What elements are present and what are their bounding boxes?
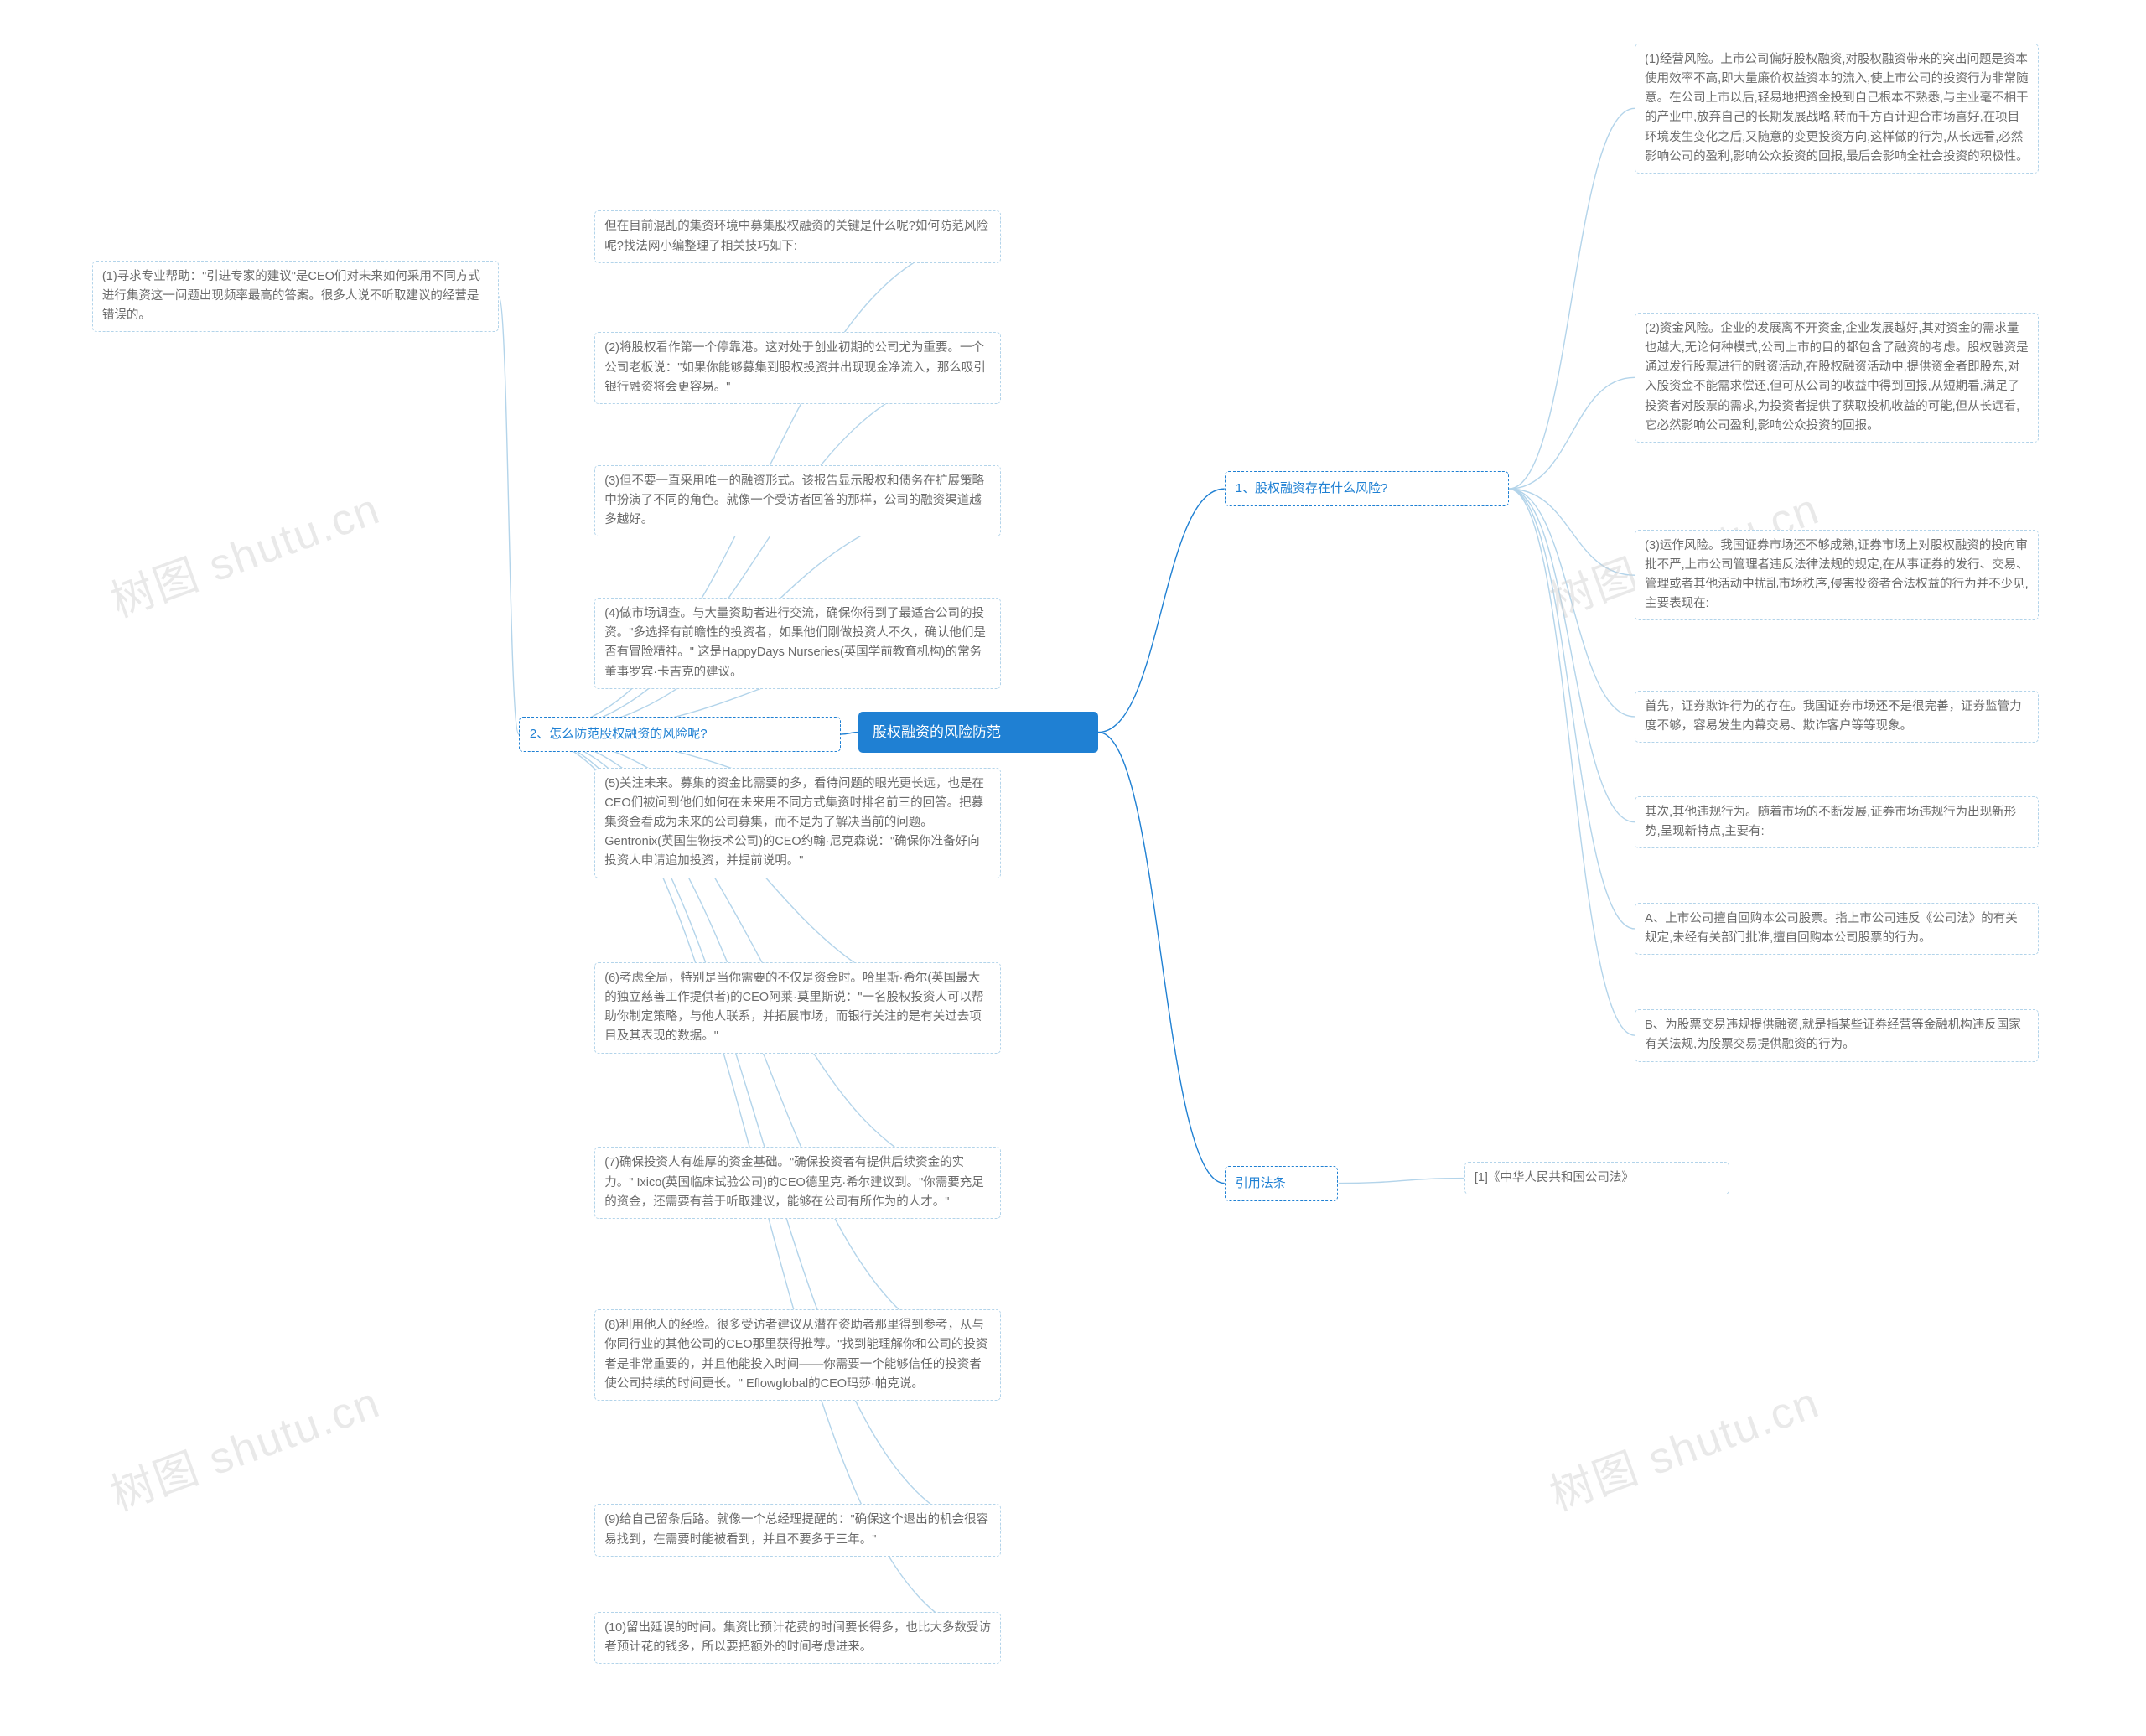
b1l7: B、为股票交易违规提供融资,就是指某些证券经营等金融机构违反国家有关法规,为股票… xyxy=(1635,1009,2039,1061)
b1l5-text: 其次,其他违规行为。随着市场的不断发展,证券市场违规行为出现新形势,呈现新特点,… xyxy=(1645,806,2016,838)
b2l5: (5)关注未来。募集的资金比需要的多，看待问题的眼光更长远，也是在CEO们被问到… xyxy=(594,768,1001,878)
b2l5-text: (5)关注未来。募集的资金比需要的多，看待问题的眼光更长远，也是在CEO们被问到… xyxy=(604,777,984,868)
b2l4: (4)做市场调查。与大量资助者进行交流，确保你得到了最适合公司的投资。"多选择有… xyxy=(594,598,1001,689)
b3: 引用法条 xyxy=(1225,1166,1339,1201)
b1: 1、股权融资存在什么风险? xyxy=(1225,471,1509,506)
b2l1-text: (1)寻求专业帮助："引进专家的建议"是CEO们对未来如何采用不同方式进行集资这… xyxy=(102,270,480,322)
b1l1: (1)经营风险。上市公司偏好股权融资,对股权融资带来的突出问题是资本使用效率不高… xyxy=(1635,44,2039,174)
b2l2: (2)将股权看作第一个停靠港。这对处于创业初期的公司尤为重要。一个公司老板说："… xyxy=(594,332,1001,404)
b2l3: (3)但不要一直采用唯一的融资形式。该报告显示股权和债务在扩展策略中扮演了不同的… xyxy=(594,465,1001,537)
root: 股权融资的风险防范 xyxy=(858,712,1098,753)
b1-text: 1、股权融资存在什么风险? xyxy=(1236,481,1388,495)
b2: 2、怎么防范股权融资的风险呢? xyxy=(519,717,841,752)
watermark: 树图 shutu.cn xyxy=(1540,1366,1827,1522)
b2l7: (7)确保投资人有雄厚的资金基础。"确保投资者有提供后续资金的实力。" Ixic… xyxy=(594,1147,1001,1219)
b2l3-text: (3)但不要一直采用唯一的融资形式。该报告显示股权和债务在扩展策略中扮演了不同的… xyxy=(604,474,984,526)
b1l4-text: 首先，证券欺诈行为的存在。我国证券市场还不是很完善，证券监管力度不够，容易发生内… xyxy=(1645,700,2022,733)
b1l2: (2)资金风险。企业的发展离不开资金,企业发展越好,其对资金的需求量也越大,无论… xyxy=(1635,313,2039,443)
b1l3-text: (3)运作风险。我国证券市场还不够成熟,证券市场上对股权融资的投向审批不严,上市… xyxy=(1645,539,2029,611)
b3-text: 引用法条 xyxy=(1236,1176,1286,1190)
b2l10: (10)留出延误的时间。集资比预计花费的时间要长得多，也比大多数受访者预计花的钱… xyxy=(594,1612,1001,1664)
b2l1: (1)寻求专业帮助："引进专家的建议"是CEO们对未来如何采用不同方式进行集资这… xyxy=(92,261,499,333)
b2l4-text: (4)做市场调查。与大量资助者进行交流，确保你得到了最适合公司的投资。"多选择有… xyxy=(604,607,986,679)
b2l6: (6)考虑全局，特别是当你需要的不仅是资金时。哈里斯·希尔(英国最大的独立慈善工… xyxy=(594,962,1001,1054)
b2l0: 但在目前混乱的集资环境中募集股权融资的关键是什么呢?如何防范风险呢?找法网小编整… xyxy=(594,210,1001,262)
b2l9-text: (9)给自己留条后路。就像一个总经理提醒的："确保这个退出的机会很容易找到，在需… xyxy=(604,1513,988,1546)
root-text: 股权融资的风险防范 xyxy=(873,724,1001,740)
b2l0-text: 但在目前混乱的集资环境中募集股权融资的关键是什么呢?如何防范风险呢?找法网小编整… xyxy=(604,220,988,252)
watermark: 树图 shutu.cn xyxy=(101,474,387,630)
b2-text: 2、怎么防范股权融资的风险呢? xyxy=(530,727,708,741)
b1l7-text: B、为股票交易违规提供融资,就是指某些证券经营等金融机构违反国家有关法规,为股票… xyxy=(1645,1018,2021,1051)
b2l10-text: (10)留出延误的时间。集资比预计花费的时间要长得多，也比大多数受访者预计花的钱… xyxy=(604,1621,991,1654)
b2l7-text: (7)确保投资人有雄厚的资金基础。"确保投资者有提供后续资金的实力。" Ixic… xyxy=(604,1156,984,1208)
watermark: 树图 shutu.cn xyxy=(101,1366,387,1522)
b1l2-text: (2)资金风险。企业的发展离不开资金,企业发展越好,其对资金的需求量也越大,无论… xyxy=(1645,322,2029,433)
b2l8-text: (8)利用他人的经验。很多受访者建议从潜在资助者那里得到参考，从与你同行业的其他… xyxy=(604,1319,987,1391)
b2l6-text: (6)考虑全局，特别是当你需要的不仅是资金时。哈里斯·希尔(英国最大的独立慈善工… xyxy=(604,972,983,1044)
b1l4: 首先，证券欺诈行为的存在。我国证券市场还不是很完善，证券监管力度不够，容易发生内… xyxy=(1635,691,2039,743)
b1l3: (3)运作风险。我国证券市场还不够成熟,证券市场上对股权融资的投向审批不严,上市… xyxy=(1635,530,2039,621)
b1l6: A、上市公司擅自回购本公司股票。指上市公司违反《公司法》的有关规定,未经有关部门… xyxy=(1635,903,2039,955)
b2l8: (8)利用他人的经验。很多受访者建议从潜在资助者那里得到参考，从与你同行业的其他… xyxy=(594,1309,1001,1401)
b2l2-text: (2)将股权看作第一个停靠港。这对处于创业初期的公司尤为重要。一个公司老板说："… xyxy=(604,341,986,393)
b1l5: 其次,其他违规行为。随着市场的不断发展,证券市场违规行为出现新形势,呈现新特点,… xyxy=(1635,796,2039,848)
b3l1: [1]《中华人民共和国公司法》 xyxy=(1464,1162,1729,1194)
b3l1-text: [1]《中华人民共和国公司法》 xyxy=(1475,1171,1634,1184)
b1l1-text: (1)经营风险。上市公司偏好股权融资,对股权融资带来的突出问题是资本使用效率不高… xyxy=(1645,53,2029,163)
b2l9: (9)给自己留条后路。就像一个总经理提醒的："确保这个退出的机会很容易找到，在需… xyxy=(594,1504,1001,1556)
b1l6-text: A、上市公司擅自回购本公司股票。指上市公司违反《公司法》的有关规定,未经有关部门… xyxy=(1645,912,2018,945)
